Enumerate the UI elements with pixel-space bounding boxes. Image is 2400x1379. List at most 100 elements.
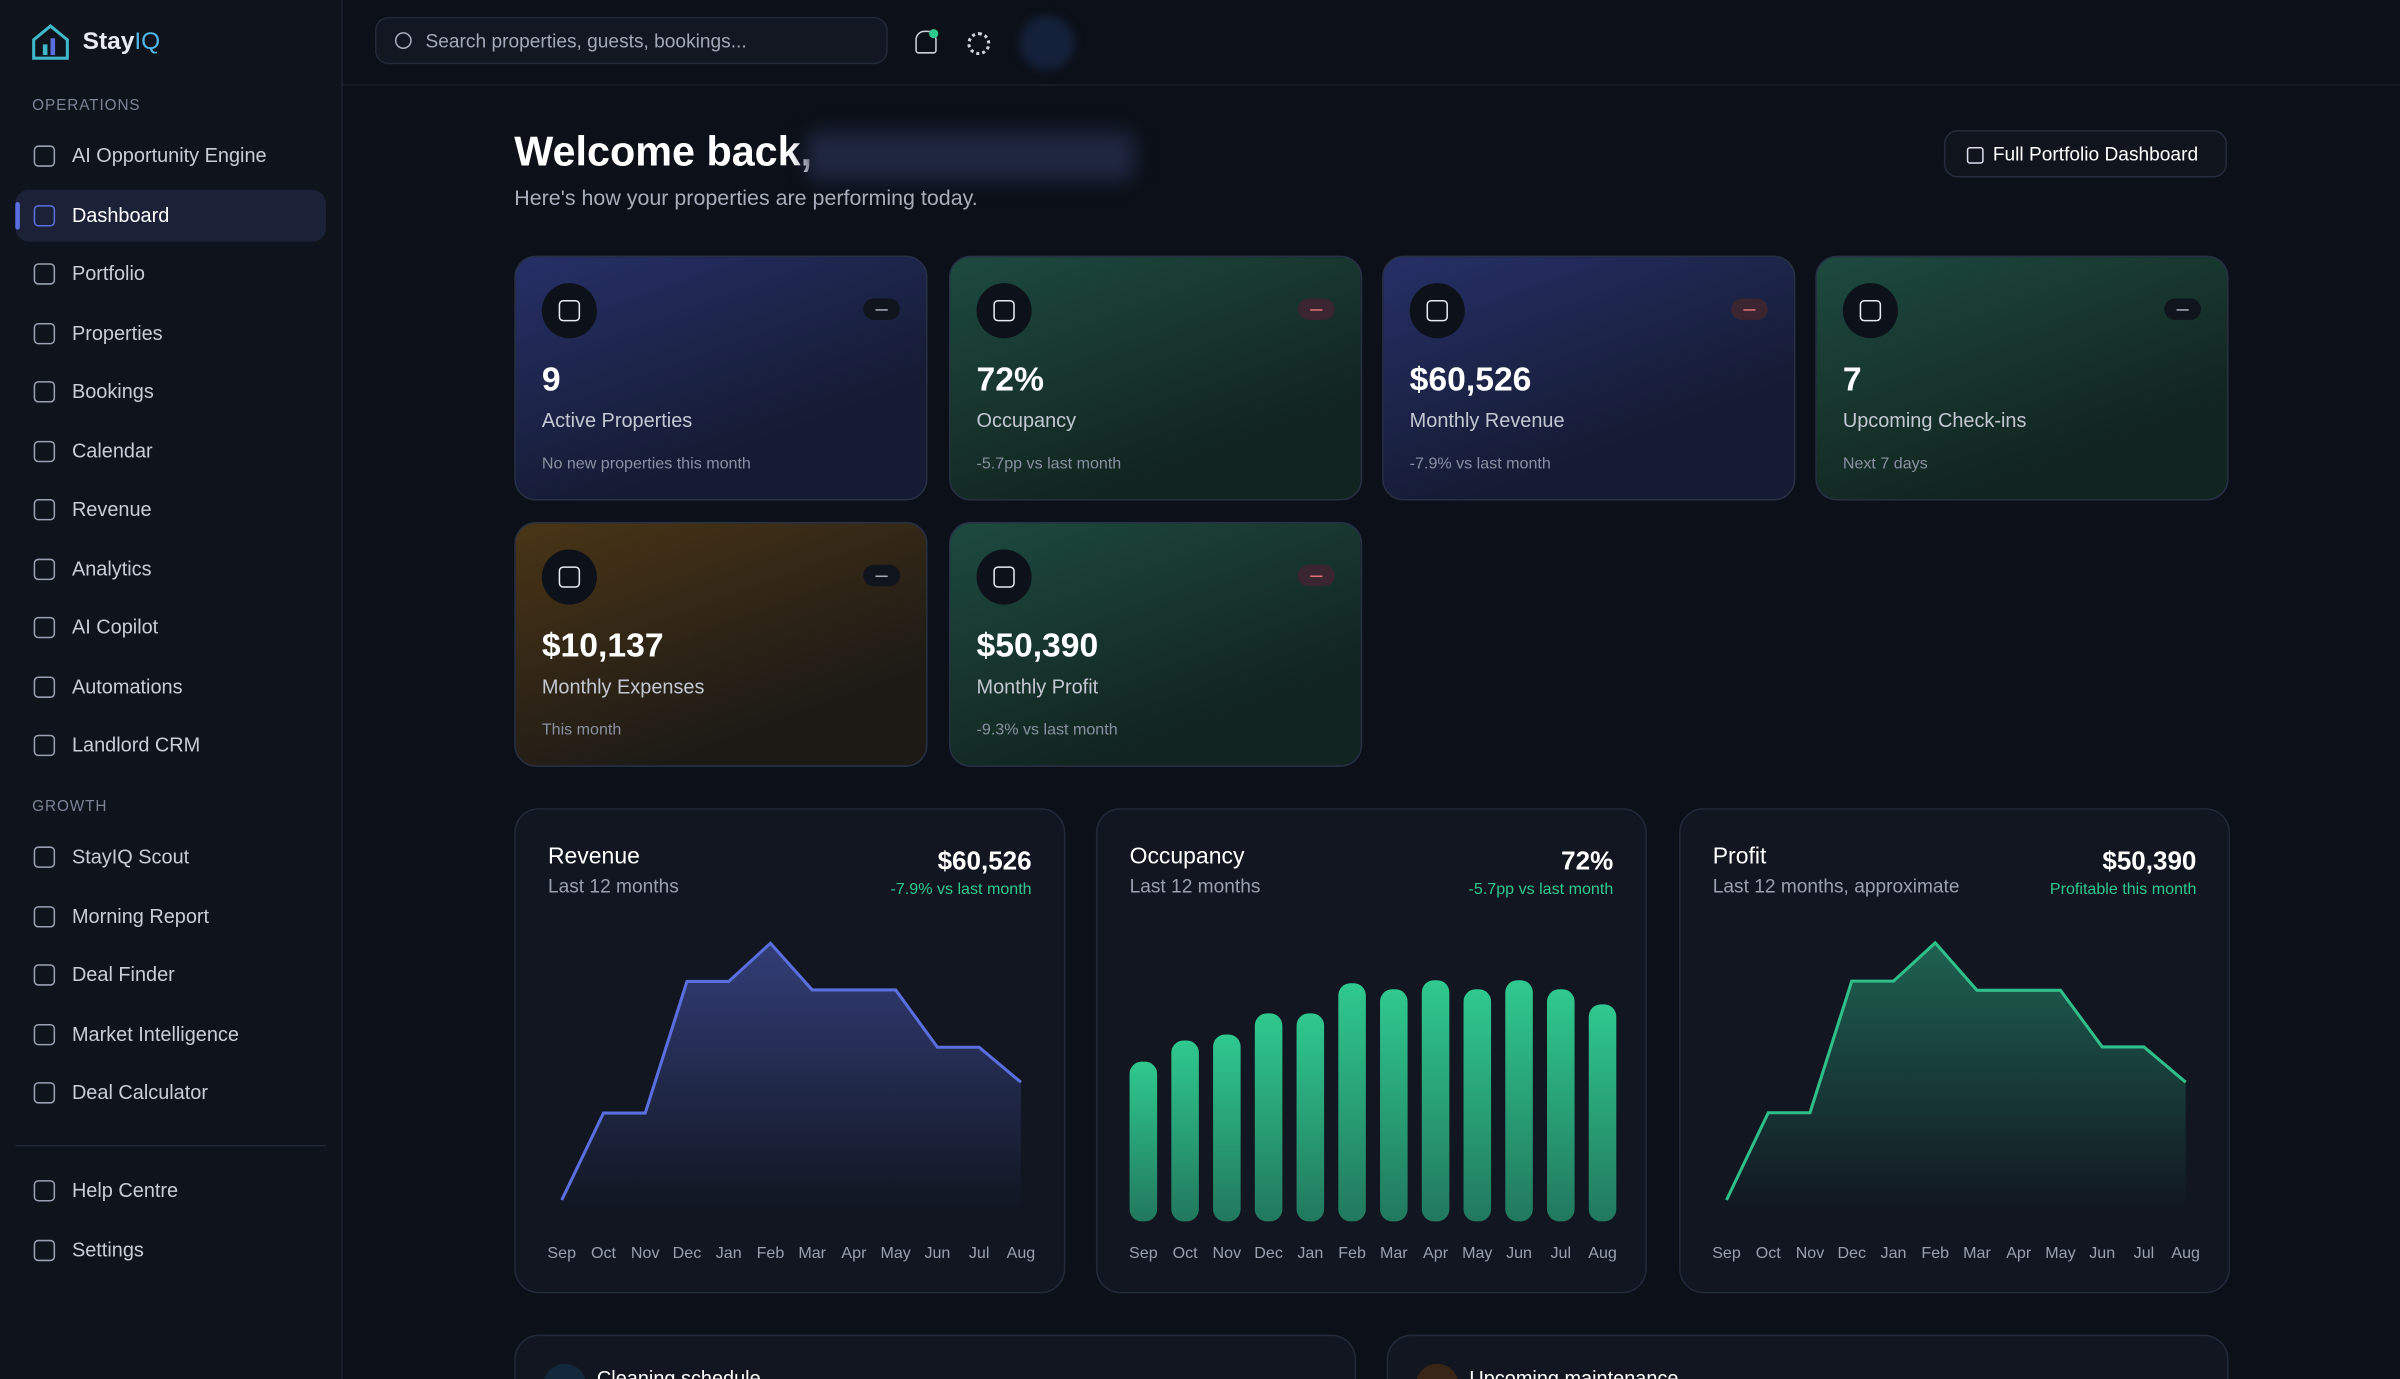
x-tick-label: Sep: [1712, 1244, 1741, 1262]
x-tick-label: Feb: [1921, 1244, 1949, 1262]
nav-icon: [33, 675, 56, 698]
nav-item[interactable]: Portfolio: [71, 261, 145, 285]
chart-panel: Occupancy Last 12 months 72% -5.7pp vs last…: [1095, 808, 1647, 1294]
sidebar: StayIQ OPERATIONS AI Opportunity Engine Da…: [0, 0, 343, 1379]
active-accent: [15, 201, 20, 229]
nav-item[interactable]: Settings: [71, 1237, 144, 1261]
chart-subtitle: Last 12 months, approximate: [1712, 875, 1960, 897]
nav-item[interactable]: Deal Calculator: [71, 1080, 208, 1104]
welcome-subtitle: Here's how your properties are performin…: [514, 185, 978, 210]
nav-item[interactable]: Calendar: [71, 438, 153, 462]
trend-pill: [1297, 298, 1335, 320]
chart-panel: Revenue Last 12 months $60,526 -7.9% vs las…: [514, 808, 1066, 1294]
x-tick-label: Aug: [1007, 1244, 1036, 1262]
bar: [1296, 1013, 1325, 1222]
search-placeholder: Search properties, guests, bookings...: [425, 30, 747, 53]
x-tick-label: Feb: [1338, 1244, 1366, 1262]
stat-label: Monthly Revenue: [1409, 408, 1565, 432]
nav-item[interactable]: AI Copilot: [71, 615, 159, 639]
brand-part: IQ: [134, 29, 161, 56]
portfolio-button[interactable]: Full Portfolio Dashboard: [1943, 130, 2228, 178]
nav-item[interactable]: Market Intelligence: [71, 1021, 239, 1045]
stat-icon: [541, 283, 597, 339]
nav-icon: [33, 204, 56, 226]
stat-label: Occupancy: [976, 408, 1077, 432]
brand-part: Stay: [82, 29, 135, 56]
stat-label: Monthly Expenses: [541, 674, 705, 698]
area: [1726, 942, 2186, 1211]
nav-icon: [33, 846, 56, 868]
chart-change: -7.9% vs last month: [890, 880, 1032, 899]
stat-card: 7 Upcoming Check-ins Next 7 days: [1815, 255, 2229, 501]
nav-item[interactable]: Properties: [71, 320, 163, 344]
welcome-title: Welcome back,: [514, 128, 813, 175]
x-tick-label: Jun: [1506, 1244, 1532, 1262]
brand: StayIQ: [83, 29, 161, 57]
nav-item[interactable]: Dashboard: [71, 202, 170, 226]
trend-pill: [1731, 298, 1768, 320]
button-label: Full Portfolio Dashboard: [1992, 143, 2199, 166]
stat-value: 72%: [976, 359, 1044, 398]
bar: [1171, 1040, 1199, 1222]
chart-subtitle: Last 12 months: [547, 875, 679, 897]
stat-value: $50,390: [976, 626, 1099, 665]
chart-subtitle: Last 12 months: [1129, 875, 1261, 897]
x-tick-label: Oct: [1173, 1244, 1199, 1262]
area: [561, 943, 1021, 1211]
x-tick-label: May: [880, 1244, 910, 1262]
bar: [1338, 983, 1366, 1222]
nav-item[interactable]: Bookings: [71, 379, 154, 403]
x-tick-label: Apr: [2006, 1244, 2032, 1262]
x-tick-label: Dec: [1837, 1244, 1866, 1262]
x-tick-label: May: [2045, 1244, 2075, 1262]
x-tick-label: Nov: [1796, 1244, 1825, 1262]
avatar[interactable]: [1019, 15, 1075, 71]
nav-icon: [33, 1082, 56, 1104]
stat-card: 9 Active Properties No new properties this…: [514, 255, 928, 501]
nav-item[interactable]: AI Opportunity Engine: [71, 143, 267, 167]
x-tick-label: Sep: [547, 1244, 576, 1262]
stat-icon: [976, 549, 1032, 605]
x-tick-label: Apr: [841, 1244, 867, 1262]
notifications[interactable]: [915, 30, 937, 54]
panel-icon: [543, 1363, 587, 1379]
nav-icon: [33, 1239, 56, 1261]
nav-item[interactable]: StayIQ Scout: [71, 844, 190, 868]
divider: [15, 1144, 327, 1147]
blurred-name: [806, 131, 1135, 181]
stat-note: Next 7 days: [1842, 454, 1928, 473]
x-tick-label: Oct: [1756, 1244, 1782, 1262]
trend-pill: [2164, 298, 2202, 320]
chart-panel: Profit Last 12 months, approximate $50,390…: [1679, 808, 2231, 1294]
nav-item[interactable]: Help Centre: [71, 1178, 179, 1202]
search-box[interactable]: Search properties, guests, bookings...: [374, 16, 888, 65]
x-tick-label: Oct: [591, 1244, 617, 1262]
line: [560, 941, 1022, 1201]
x-tick-label: Apr: [1423, 1244, 1449, 1262]
nav-item[interactable]: Revenue: [71, 497, 152, 521]
chart-title: Occupancy: [1129, 843, 1245, 870]
section-title: GROWTH: [32, 798, 108, 816]
stat-value: 9: [541, 359, 561, 398]
nav-icon: [33, 498, 56, 521]
nav-item[interactable]: Morning Report: [71, 903, 210, 927]
bar: [1254, 1013, 1283, 1222]
nav-icon: [33, 905, 56, 927]
nav-item[interactable]: Analytics: [71, 556, 152, 580]
stat-card: $60,526 Monthly Revenue -7.9% vs last mont…: [1382, 255, 1796, 501]
stat-note: -5.7pp vs last month: [976, 454, 1122, 473]
nav-item[interactable]: Deal Finder: [71, 962, 175, 986]
nav-item[interactable]: Automations: [71, 674, 183, 698]
bar: [1213, 1034, 1241, 1222]
trend-pill: [863, 298, 900, 320]
settings-button[interactable]: [967, 32, 991, 56]
nav-item[interactable]: Landlord CRM: [71, 733, 201, 757]
logo: [32, 24, 69, 60]
chart-change: Profitable this month: [2049, 880, 2197, 899]
nav-icon: [33, 734, 56, 757]
chart: Sep Oct Nov Dec Jan Feb Mar Apr May Jun Jul Aug: [1712, 940, 2200, 1262]
x-tick-label: Jan: [1881, 1244, 1907, 1262]
nav-icon: [33, 263, 56, 285]
